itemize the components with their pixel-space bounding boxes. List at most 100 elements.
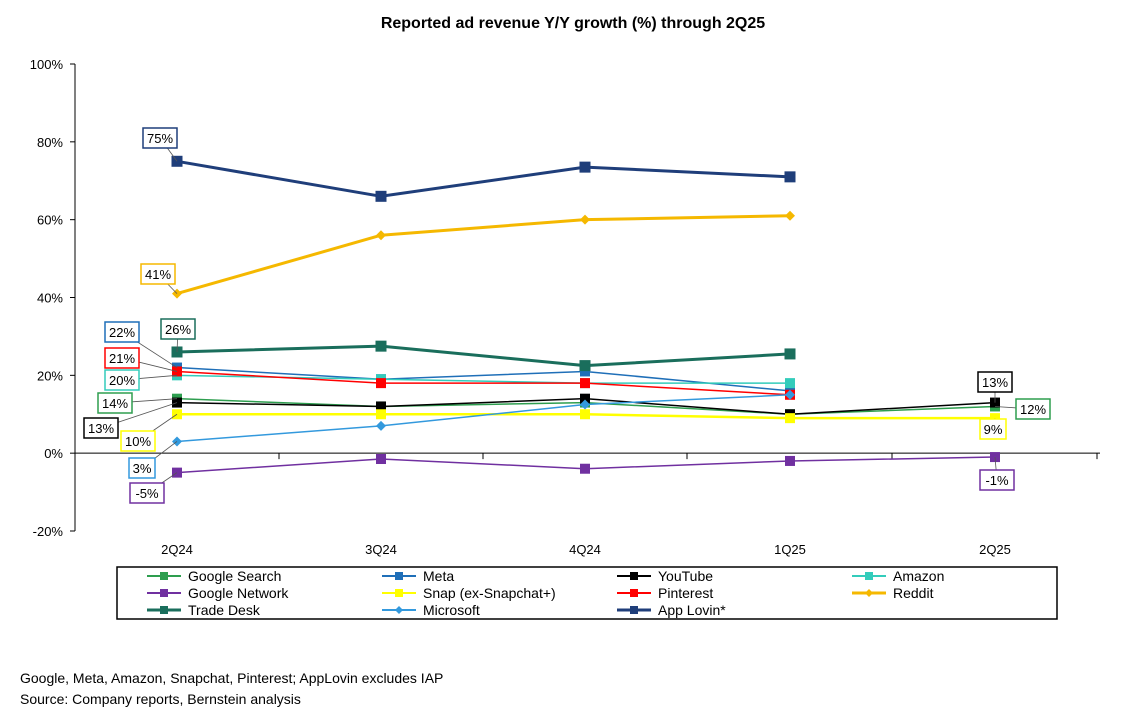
- data-label: -5%: [129, 472, 178, 504]
- legend-entry: Pinterest: [617, 585, 713, 601]
- data-point: [580, 378, 590, 389]
- legend-label: Snap (ex-Snapchat+): [423, 585, 556, 601]
- legend-entry: Trade Desk: [147, 602, 261, 618]
- legend-entry: Google Search: [147, 568, 281, 584]
- legend-label: YouTube: [658, 568, 713, 584]
- x-tick-label: 3Q24: [365, 542, 397, 557]
- label-text: 21%: [109, 351, 135, 366]
- data-point: [784, 348, 796, 360]
- label-text: 26%: [165, 322, 191, 337]
- legend-marker: [160, 572, 168, 580]
- legend-marker: [395, 572, 403, 580]
- series-line: [176, 366, 791, 392]
- label-text: 10%: [125, 434, 151, 449]
- legend-marker: [630, 606, 638, 614]
- data-label: 21%: [104, 347, 178, 372]
- legend-label: Microsoft: [423, 602, 480, 618]
- label-box: [979, 418, 1007, 440]
- data-label: 12%: [994, 398, 1051, 420]
- data-point: [579, 161, 591, 173]
- legend-box: [116, 566, 1058, 620]
- chart-title: Reported ad revenue Y/Y growth (%) throu…: [381, 15, 765, 32]
- series-line: [176, 159, 791, 198]
- label-box: [140, 263, 176, 285]
- legend-marker: [160, 606, 168, 614]
- data-point: [376, 378, 386, 389]
- data-point: [785, 210, 795, 221]
- data-point: [785, 378, 795, 389]
- data-point: [376, 401, 386, 412]
- legend-entry: Meta: [382, 568, 454, 584]
- legend: Google Search Meta YouTube Amazon Google Net…: [116, 566, 1058, 620]
- data-point: [580, 393, 590, 404]
- legend-label: Amazon: [893, 568, 944, 584]
- data-label: 26%: [160, 318, 196, 353]
- label-box: [128, 457, 156, 479]
- data-label: 13%: [83, 402, 178, 439]
- data-point: [580, 409, 590, 420]
- label-box: [104, 321, 140, 343]
- y-tick-label: 20%: [37, 368, 63, 383]
- data-point: [785, 455, 795, 466]
- label-text: 13%: [982, 375, 1008, 390]
- series-line: [176, 370, 791, 396]
- legend-marker: [865, 572, 873, 580]
- legend-entry: Reddit: [852, 585, 934, 601]
- legend-marker: [160, 589, 168, 597]
- data-point: [580, 399, 590, 410]
- data-label: 75%: [142, 127, 178, 162]
- label-text: 20%: [109, 373, 135, 388]
- data-point: [785, 413, 795, 424]
- data-point: [784, 171, 796, 183]
- legend-entry: Snap (ex-Snapchat+): [382, 585, 556, 601]
- series-app-lovin-: [171, 155, 796, 202]
- label-box: [1015, 398, 1051, 420]
- label-text: 12%: [1020, 402, 1046, 417]
- series-meta: [172, 362, 795, 396]
- label-box: [104, 369, 140, 391]
- series-microsoft: [172, 389, 795, 447]
- legend-marker: [630, 572, 638, 580]
- legend-entry: YouTube: [617, 568, 713, 584]
- legend-marker: [395, 589, 403, 597]
- legend-marker: [395, 606, 403, 614]
- data-point: [580, 214, 590, 225]
- data-label: 3%: [128, 441, 178, 479]
- label-text: -1%: [985, 473, 1009, 488]
- label-box: [97, 392, 133, 414]
- x-tick-label: 1Q25: [774, 542, 806, 557]
- data-point: [785, 389, 795, 400]
- data-point: [580, 366, 590, 377]
- label-text: 22%: [109, 325, 135, 340]
- x-tick-label: 4Q24: [569, 542, 601, 557]
- x-tick-label: 2Q24: [161, 542, 193, 557]
- footnote-note: Google, Meta, Amazon, Snapchat, Pinteres…: [20, 670, 444, 686]
- label-text: 3%: [133, 461, 152, 476]
- legend-label: Pinterest: [658, 585, 713, 601]
- legend-marker: [865, 589, 873, 597]
- data-point: [375, 340, 387, 352]
- legend-entry: Amazon: [852, 568, 944, 584]
- line-chart: Reported ad revenue Y/Y growth (%) throu…: [30, 15, 1100, 620]
- data-point: [580, 463, 590, 474]
- y-tick-label: 40%: [37, 291, 63, 306]
- label-text: 75%: [147, 131, 173, 146]
- label-box: [142, 127, 178, 149]
- label-box: [979, 469, 1015, 491]
- legend-label: Meta: [423, 568, 454, 584]
- y-tick-label: -20%: [33, 524, 64, 539]
- data-label: 10%: [120, 413, 178, 452]
- label-box: [977, 371, 1013, 393]
- series-reddit: [172, 210, 795, 299]
- data-point: [375, 190, 387, 202]
- series-line: [176, 394, 791, 443]
- footnotes: Google, Meta, Amazon, Snapchat, Pinteres…: [20, 668, 443, 710]
- label-box: [129, 482, 165, 504]
- axes: -20% 0% 20% 40% 60% 80% 100% 2Q24 3Q24 4Q24 1Q25 2Q…: [30, 57, 1100, 557]
- legend-entry: App Lovin*: [617, 602, 726, 618]
- series-layer: [171, 155, 1000, 478]
- footnote-source: Source: Company reports, Bernstein analy…: [20, 691, 301, 707]
- data-label: 14%: [97, 392, 178, 414]
- legend-label: Trade Desk: [188, 602, 261, 618]
- legend-label: App Lovin*: [658, 602, 726, 618]
